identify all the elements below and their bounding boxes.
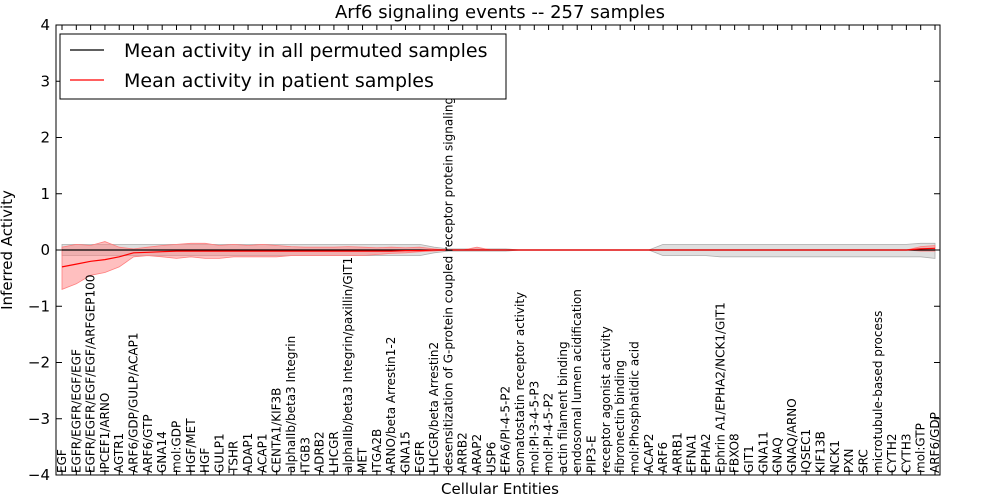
x-tick-label: EGFR/EGFR/EGF/EGF/ARFGEP100 xyxy=(84,275,98,473)
x-tick-label: GNA11 xyxy=(756,431,770,473)
x-tick-label: ARRB2 xyxy=(456,432,470,473)
x-axis-label: Cellular Entities xyxy=(441,480,559,498)
x-tick-label: receptor agonist activity xyxy=(599,326,613,473)
x-tick-label: ARNO/beta Arrestin1-2 xyxy=(384,337,398,473)
x-tick-label: CYTH3 xyxy=(899,434,913,474)
x-tick-label: ACAP2 xyxy=(642,434,656,473)
x-tick-label: KIF13B xyxy=(814,431,828,473)
y-axis-ticks: 4 3 2 1 0 −1 −2 −3 −4 xyxy=(28,16,940,484)
x-tick-label: GNAQ xyxy=(771,437,785,473)
x-tick-label: NCK1 xyxy=(828,440,842,473)
x-tick-label: AGTR1 xyxy=(112,433,126,473)
x-tick-label: HGF/MET xyxy=(184,418,198,473)
x-tick-label: ARF6/GDP xyxy=(928,412,942,473)
x-tick-label: ITGB3 xyxy=(298,437,312,473)
legend-label-permuted: Mean activity in all permuted samples xyxy=(124,40,487,62)
x-tick-label: LHCGR/beta Arrestin2 xyxy=(427,342,441,473)
x-tick-label: somatostatin receptor activity xyxy=(513,292,527,473)
x-tick-label: fibronectin binding xyxy=(613,360,627,473)
x-tick-label: EFA6/PI-4-5-P2 xyxy=(499,386,513,473)
x-tick-label: MET xyxy=(356,447,370,473)
x-tick-label: mol:PI-4-5-P2 xyxy=(542,393,556,473)
y-tick-label: −3 xyxy=(28,410,50,428)
legend-label-patient: Mean activity in patient samples xyxy=(124,70,434,92)
x-tick-label: USP6 xyxy=(484,442,498,473)
x-tick-label: mol:GDP xyxy=(170,421,184,473)
x-tick-label: CYTH2 xyxy=(885,434,899,474)
x-tick-label: CENTA1/KIF3B xyxy=(270,388,284,473)
x-tick-label: EFNA1 xyxy=(685,434,699,473)
x-tick-label: EGF xyxy=(55,449,69,473)
series-line-patient xyxy=(61,247,936,268)
x-tick-label: ARF6 xyxy=(656,442,670,473)
x-tick-label: IPCEF1/ARNO xyxy=(98,393,112,473)
x-tick-label: LHCGR xyxy=(327,431,341,473)
y-tick-label: −1 xyxy=(28,297,50,315)
x-tick-label: ADRB2 xyxy=(313,431,327,473)
x-tick-label: GNA14 xyxy=(155,431,169,473)
x-tick-label: GNAQ/ARNO xyxy=(785,398,799,473)
x-tick-label: mol:GTP xyxy=(914,423,928,473)
x-tick-label: Ephrin A1/EPHA2/NCK1/GIT1 xyxy=(713,302,727,473)
x-tick-label: microtubule-based process xyxy=(871,311,885,473)
y-axis-label: Inferred Activity xyxy=(0,190,16,310)
confidence-bands xyxy=(61,241,936,290)
x-tick-label: HGF xyxy=(198,448,212,473)
x-tick-label: PXN xyxy=(842,449,856,473)
x-tick-label: GULP1 xyxy=(212,433,226,473)
x-tick-label: ARAP2 xyxy=(470,434,484,473)
x-tick-label: endosomal lumen acidification xyxy=(570,289,584,473)
series-lines xyxy=(61,247,936,268)
x-tick-label: EPHA2 xyxy=(699,433,713,473)
y-tick-label: −2 xyxy=(28,354,50,372)
x-tick-label: desensitization of G-protein coupled rec… xyxy=(441,42,455,473)
x-tick-label: ARF6/GDP/GULP/ACAP1 xyxy=(127,333,141,473)
x-tick-label: GNA15 xyxy=(399,431,413,473)
legend-frame xyxy=(59,33,507,100)
x-tick-label: FBXO8 xyxy=(728,433,742,473)
x-tick-label: PIP3-E xyxy=(585,435,599,473)
x-tick-label: ACAP1 xyxy=(255,434,269,473)
x-tick-label: ARF6/GTP xyxy=(141,414,155,473)
y-tick-label: 2 xyxy=(40,129,50,147)
legend: Mean activity in all permuted samples Me… xyxy=(59,33,507,100)
x-tick-label: alphaIIb/beta3 Integrin/paxillin/GIT1 xyxy=(341,257,355,473)
x-axis-ticks: EGF EGFR/EGFR/EGF/EGF EGFR/EGFR/EGF/EGF/AR… xyxy=(55,25,942,475)
x-tick-label: EGFR/EGFR/EGF/EGF xyxy=(69,349,83,473)
x-tick-label: alphaIIb/beta3 Integrin xyxy=(284,336,298,473)
x-tick-label: EGFR xyxy=(413,441,427,473)
x-tick-label: TSHR xyxy=(227,441,241,474)
x-tick-label: mol:PI-3-4-5-P3 xyxy=(527,381,541,473)
plot-frame xyxy=(55,24,941,476)
x-tick-label: ITGA2B xyxy=(370,429,384,473)
x-tick-label: GIT1 xyxy=(742,445,756,473)
y-tick-label: −4 xyxy=(28,466,50,484)
x-tick-label: IQSEC1 xyxy=(799,429,813,473)
x-tick-label: SRC xyxy=(856,449,870,473)
x-tick-label: mol:Phosphatidic acid xyxy=(628,341,642,473)
x-tick-label: ARRB1 xyxy=(670,432,684,473)
chart-title: Arf6 signaling events -- 257 samples xyxy=(335,2,665,23)
y-tick-label: 3 xyxy=(40,72,50,90)
x-tick-label: actin filament binding xyxy=(556,341,570,473)
y-tick-label: 4 xyxy=(40,16,50,34)
y-tick-label: 0 xyxy=(40,241,50,259)
y-tick-label: 1 xyxy=(40,185,50,203)
band-patient xyxy=(61,241,936,290)
x-tick-label: ADAP1 xyxy=(241,433,255,473)
